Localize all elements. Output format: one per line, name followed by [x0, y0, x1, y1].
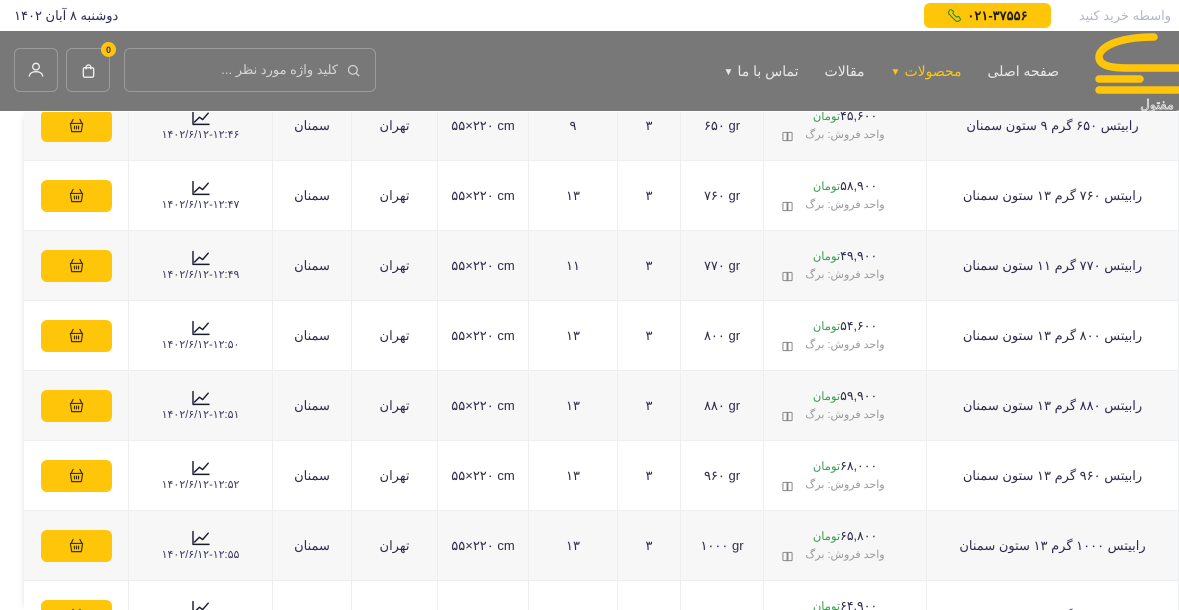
svg-text:سیم ویر مفتول: سیم ویر مفتول	[1140, 97, 1179, 113]
